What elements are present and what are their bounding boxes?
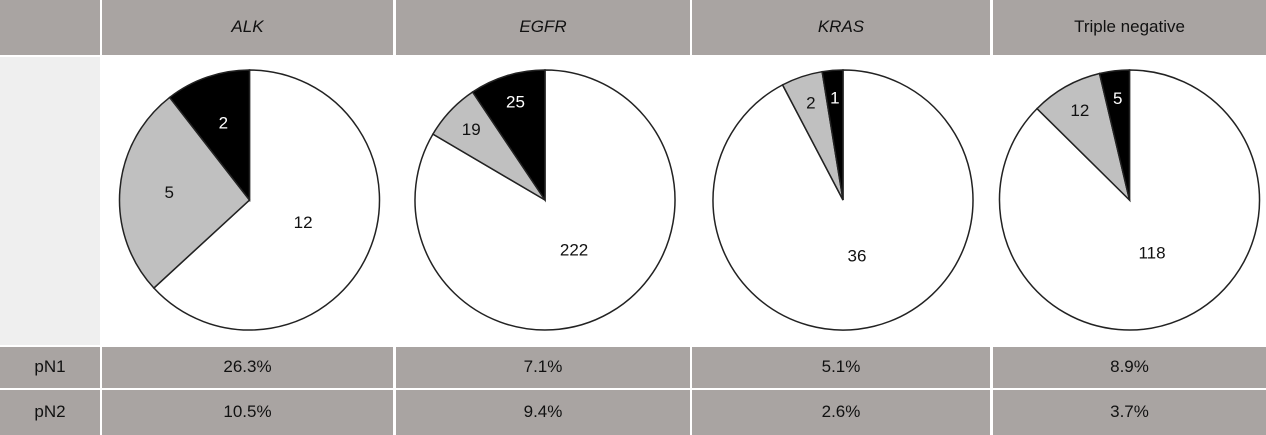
cell-value: 9.4% xyxy=(524,402,563,421)
cell xyxy=(993,0,1266,55)
cell xyxy=(0,0,100,55)
pie-slice xyxy=(168,69,251,203)
cell-value: 10.5% xyxy=(223,402,271,421)
slice-label: 118 xyxy=(1138,243,1165,262)
cell xyxy=(692,347,990,388)
cell xyxy=(102,347,393,388)
cell-value: 3.7% xyxy=(1110,402,1149,421)
slice-label: 5 xyxy=(1113,89,1122,108)
cell-value: 26.3% xyxy=(223,357,271,376)
cell xyxy=(396,347,690,388)
cell xyxy=(692,390,990,435)
column-header: EGFR xyxy=(519,17,566,36)
cell-value: 8.9% xyxy=(1110,357,1149,376)
cell xyxy=(993,347,1266,388)
row-label: pN2 xyxy=(34,402,65,421)
pie-slice xyxy=(152,69,381,331)
cell xyxy=(692,0,990,55)
slice-label: 12 xyxy=(294,213,313,232)
cell xyxy=(102,390,393,435)
slice-label: 19 xyxy=(462,120,481,139)
cell xyxy=(0,347,100,388)
cell-value: 5.1% xyxy=(822,357,861,376)
pie-slice xyxy=(471,69,546,203)
cell xyxy=(0,57,100,345)
cell-value: 7.1% xyxy=(524,357,563,376)
pie-slice xyxy=(998,69,1261,331)
pie-slice xyxy=(821,69,844,201)
cell xyxy=(396,390,690,435)
pie-slice xyxy=(1098,69,1131,201)
cell-value: 2.6% xyxy=(822,402,861,421)
slice-label: 2 xyxy=(806,93,815,112)
slice-label: 2 xyxy=(219,113,228,132)
row-label: pN1 xyxy=(34,357,65,376)
pie-slice xyxy=(118,96,251,290)
slice-label: 12 xyxy=(1070,101,1089,120)
slice-label: 5 xyxy=(164,183,173,202)
slice-label: 222 xyxy=(560,240,588,259)
column-header: ALK xyxy=(230,17,264,36)
cell xyxy=(396,0,690,55)
cell xyxy=(102,0,393,55)
cell xyxy=(993,390,1266,435)
slice-label: 36 xyxy=(848,246,867,265)
column-header: Triple negative xyxy=(1074,17,1185,36)
cell xyxy=(0,390,100,435)
slice-label: 25 xyxy=(506,92,525,111)
column-header: KRAS xyxy=(818,17,865,36)
slice-label: 1 xyxy=(830,88,839,107)
